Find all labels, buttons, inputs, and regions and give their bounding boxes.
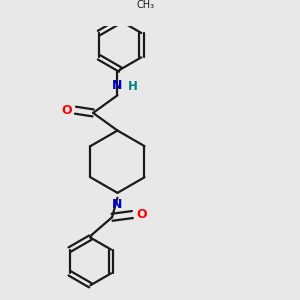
Text: O: O	[136, 208, 146, 221]
Text: H: H	[128, 80, 138, 93]
Text: N: N	[112, 79, 122, 92]
Text: O: O	[61, 104, 72, 117]
Text: CH₃: CH₃	[136, 1, 154, 10]
Text: N: N	[112, 198, 123, 211]
